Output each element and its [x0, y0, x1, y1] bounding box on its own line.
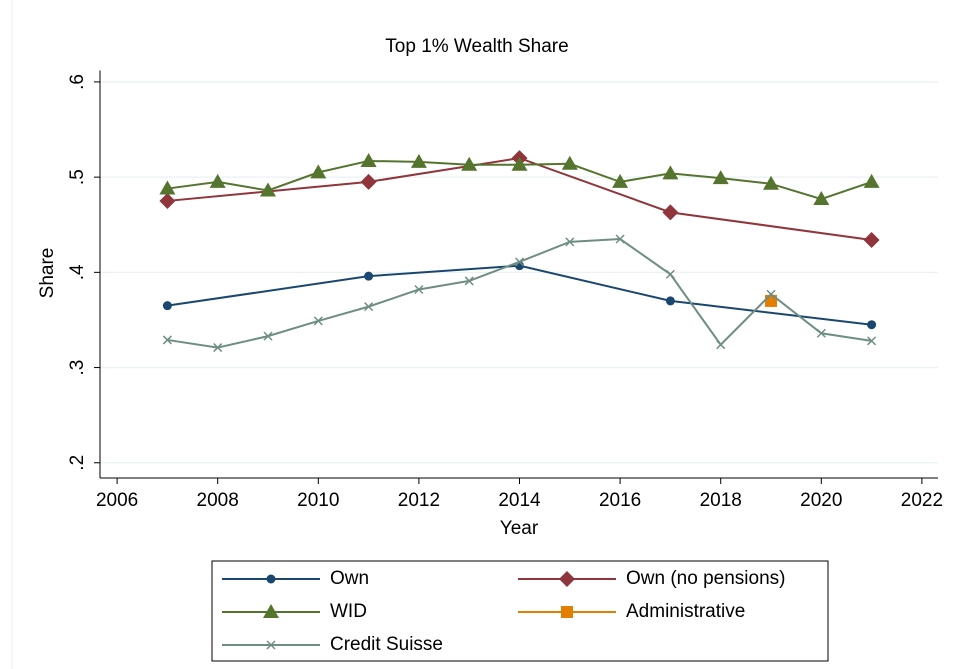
marker: [763, 175, 780, 190]
marker: [263, 604, 279, 618]
marker: [360, 152, 377, 167]
legend-label: Credit Suisse: [330, 634, 443, 655]
x-tick-label: 2022: [901, 490, 943, 511]
chart-title: Top 1% Wealth Share: [385, 36, 568, 57]
marker: [266, 574, 276, 584]
marker: [511, 156, 528, 171]
marker: [662, 165, 679, 180]
y-tick-label: .6: [67, 74, 88, 90]
marker: [213, 343, 223, 353]
y-tick-label: .4: [67, 264, 88, 280]
y-tick-label: .2: [67, 455, 88, 471]
marker: [816, 328, 826, 338]
marker: [313, 316, 323, 326]
marker: [615, 234, 625, 244]
x-tick-label: 2018: [700, 490, 742, 511]
marker: [159, 180, 176, 195]
marker: [310, 164, 327, 179]
marker: [665, 296, 675, 306]
legend-label: Administrative: [626, 601, 745, 622]
x-axis-label: Year: [500, 518, 539, 539]
marker: [612, 173, 629, 188]
marker: [712, 170, 729, 185]
marker: [461, 156, 478, 171]
x-tick-label: 2012: [398, 490, 440, 511]
legend-label: WID: [330, 601, 367, 622]
marker: [410, 153, 427, 168]
legend-label: Own: [330, 568, 369, 589]
marker: [863, 173, 880, 188]
marker: [559, 571, 575, 587]
marker: [209, 173, 226, 188]
x-tick-label: 2016: [599, 490, 641, 511]
marker: [561, 155, 578, 170]
marker: [813, 191, 830, 206]
marker: [561, 606, 573, 618]
marker: [266, 640, 276, 650]
y-axis-label: Share: [37, 248, 58, 299]
x-tick-label: 2020: [800, 490, 842, 511]
marker: [867, 336, 877, 346]
marker: [414, 284, 424, 295]
x-tick-label: 2010: [297, 490, 339, 511]
marker: [716, 340, 726, 350]
marker: [867, 320, 877, 330]
legend-label: Own (no pensions): [626, 568, 785, 589]
marker: [514, 257, 525, 267]
marker: [364, 271, 374, 281]
marker: [863, 231, 880, 248]
marker: [159, 192, 176, 209]
marker: [162, 301, 172, 311]
x-tick-label: 2006: [96, 490, 138, 511]
x-tick-label: 2014: [498, 490, 541, 511]
y-tick-label: .5: [67, 169, 88, 185]
marker: [565, 237, 575, 247]
marker: [662, 204, 679, 221]
marker: [360, 173, 377, 190]
marker: [364, 302, 374, 312]
marker: [162, 335, 172, 345]
marker: [260, 182, 277, 197]
marker: [464, 276, 474, 286]
marker: [263, 331, 273, 341]
x-tick-label: 2008: [197, 490, 239, 511]
marker: [665, 269, 675, 279]
marker: [766, 289, 776, 299]
y-tick-label: .3: [67, 360, 88, 376]
